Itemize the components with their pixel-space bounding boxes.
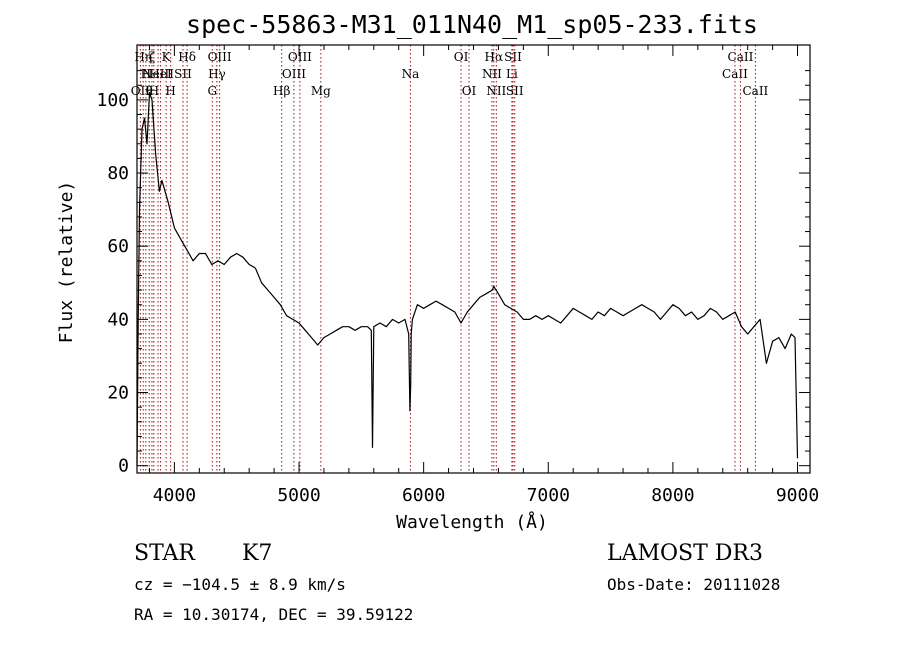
x-tick-label-0: 4000: [153, 485, 196, 506]
redshift-cz: cz = −104.5 ± 8.9 km/s: [134, 575, 346, 594]
line-marker-label-13: Hγ: [208, 67, 226, 81]
axes: 4000 5000 6000 7000 8000 9000 0 20 40 60 80 100: [96, 44, 819, 506]
line-marker-label-24: NII: [486, 84, 506, 98]
line-marker-label-15: Hβ: [273, 84, 290, 98]
line-marker-label-2: H: [141, 67, 151, 81]
line-marker-label-8: K: [162, 50, 172, 64]
ra-dec-coordinates: RA = 10.30174, DEC = 39.59122: [134, 605, 413, 624]
line-marker-label-25: Li: [506, 67, 518, 81]
y-tick-label-3: 60: [107, 236, 129, 257]
line-marker-label-1: Hη: [134, 50, 152, 64]
observation-date: Obs-Date: 20111028: [607, 575, 780, 594]
survey-name: LAMOST DR3: [607, 541, 763, 566]
x-tick-label-1: 5000: [277, 485, 320, 506]
line-marker-label-29: CaII: [728, 50, 754, 64]
line-marker-label-18: Mg: [311, 84, 331, 98]
line-marker-label-27: SII: [506, 84, 524, 98]
y-tick-label-1: 20: [107, 383, 129, 404]
line-marker-label-11: Hδ: [178, 50, 196, 64]
line-marker-label-22: NII: [482, 67, 502, 81]
y-axis-label: Flux (relative): [56, 181, 77, 344]
y-tick-label-4: 80: [107, 163, 129, 184]
line-marker-label-5: H: [149, 84, 159, 98]
line-marker-label-19: Na: [402, 67, 420, 81]
line-marker-label-17: OIII: [288, 50, 312, 64]
x-tick-label-3: 7000: [527, 485, 570, 506]
chart-title: spec-55863-M31_011N40_M1_sp05-233.fits: [186, 10, 758, 39]
x-axis-label: Wavelength (Å): [396, 511, 548, 533]
y-tick-label-0: 0: [118, 456, 129, 477]
line-marker-label-26: SII: [504, 50, 522, 64]
line-marker-label-28: CaII: [722, 67, 748, 81]
line-marker-label-9: H: [165, 84, 175, 98]
line-marker-label-12: G: [207, 84, 217, 98]
line-marker-label-20: OI: [454, 50, 469, 64]
spectrum-line: [136, 91, 799, 466]
line-marker-label-21: OI: [462, 84, 477, 98]
emission-line-markers: OIIHηHθζHNeIIIHeIKHSIIHδGHγOIIIHβOIIIOII…: [131, 45, 769, 473]
spectrum-series: [136, 91, 799, 466]
y-tick-label-5: 100: [96, 90, 129, 111]
y-tick-label-2: 40: [107, 309, 129, 330]
line-marker-label-4: ζ: [149, 50, 156, 64]
line-marker-label-14: OIII: [208, 50, 232, 64]
line-marker-label-3: θ: [146, 84, 153, 98]
line-marker-label-16: OIII: [282, 67, 306, 81]
line-marker-label-10: SII: [174, 67, 192, 81]
x-tick-label-2: 6000: [402, 485, 445, 506]
line-marker-label-30: CaII: [742, 84, 768, 98]
x-tick-label-5: 9000: [776, 485, 819, 506]
object-class: STAR: [134, 541, 196, 566]
x-tick-label-4: 8000: [651, 485, 694, 506]
line-marker-label-7: HeI: [149, 67, 172, 81]
line-marker-label-23: Hα: [485, 50, 504, 64]
object-subclass: K7: [242, 541, 272, 566]
